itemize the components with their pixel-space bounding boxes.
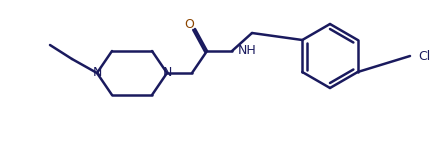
Text: N: N [162, 66, 172, 80]
Text: NH: NH [238, 45, 257, 58]
Text: Cl: Cl [418, 49, 430, 62]
Text: O: O [184, 18, 194, 31]
Text: N: N [92, 66, 102, 80]
